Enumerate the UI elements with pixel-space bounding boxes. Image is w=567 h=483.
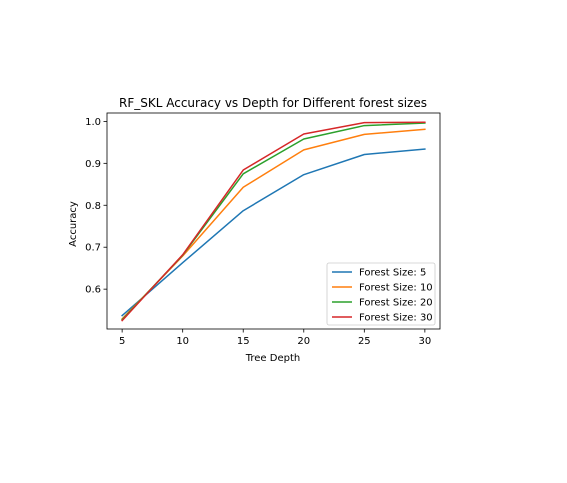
series-line-4 xyxy=(121,121,426,322)
legend-label-4: Forest Size: 30 xyxy=(359,313,433,324)
x-tick-label: 5 xyxy=(119,336,125,347)
x-tick-label: 10 xyxy=(176,336,189,347)
y-axis-ticks: 0.6 0.7 0.8 0.9 1.0 xyxy=(85,117,107,296)
chart-title: RF_SKL Accuracy vs Depth for Different f… xyxy=(119,96,427,110)
y-tick-label: 0.8 xyxy=(85,201,101,212)
x-axis-label: Tree Depth xyxy=(245,353,300,364)
legend-label-2: Forest Size: 10 xyxy=(359,283,433,294)
x-tick-label: 20 xyxy=(297,336,310,347)
y-tick-label: 0.6 xyxy=(85,285,101,296)
series-line-1 xyxy=(121,148,426,317)
series-layer xyxy=(121,121,426,322)
legend-box xyxy=(326,262,436,326)
x-tick-label: 25 xyxy=(358,336,371,347)
y-tick-label: 1.0 xyxy=(85,117,101,128)
x-tick-label: 15 xyxy=(237,336,250,347)
legend: Forest Size: 5 Forest Size: 10 Forest Size… xyxy=(326,262,436,326)
y-axis-label: Accuracy xyxy=(68,201,79,247)
x-axis-ticks: 5 10 15 20 25 30 xyxy=(119,329,431,347)
legend-label-3: Forest Size: 20 xyxy=(359,298,433,309)
x-tick-label: 30 xyxy=(418,336,431,347)
y-tick-label: 0.9 xyxy=(85,159,101,170)
plot-frame xyxy=(106,112,441,330)
y-tick-label: 0.7 xyxy=(85,243,101,254)
legend-label-1: Forest Size: 5 xyxy=(359,268,426,279)
